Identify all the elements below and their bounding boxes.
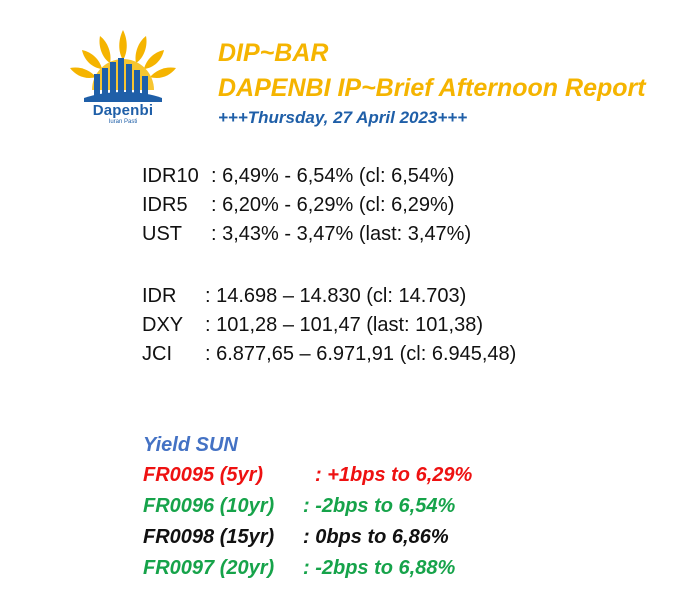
logo-wordmark: Dapenbi [92, 102, 154, 119]
rate-label: IDR5 [142, 194, 188, 216]
bond-label: FR0097 (20yr) [143, 557, 275, 579]
market-value: : 101,28 – 101,47 (last: 101,38) [205, 314, 483, 336]
dapenbi-logo: Dapenbi Iuran Pasti [62, 26, 184, 126]
bond-value: : 0bps to 6,86% [303, 526, 449, 548]
bond-value: : -2bps to 6,88% [303, 557, 456, 579]
market-label: JCI [142, 343, 172, 365]
bond-value: : +1bps to 6,29% [315, 464, 473, 486]
bond-row: FR0097 (20yr) : -2bps to 6,88% [143, 557, 455, 588]
bond-value: : -2bps to 6,54% [303, 495, 456, 517]
report-title: DIP~BAR [218, 39, 329, 67]
bond-label: FR0095 (5yr) [143, 464, 264, 486]
bond-row: FR0095 (5yr) : +1bps to 6,29% [143, 464, 472, 495]
logo-tagline: Iuran Pasti [108, 119, 138, 125]
market-label: IDR [142, 285, 177, 307]
bond-row: FR0098 (15yr) : 0bps to 6,86% [143, 526, 449, 557]
report-subtitle: DAPENBI IP~Brief Afternoon Report [218, 74, 646, 102]
rate-label: UST [142, 223, 182, 245]
report-date: +++Thursday, 27 April 2023+++ [218, 108, 468, 127]
yield-sun-title: Yield SUN [143, 434, 238, 456]
yield-sun-block: Yield SUN FR0095 (5yr) : +1bps to 6,29% … [143, 434, 472, 588]
rate-value: : 3,43% - 3,47% (last: 3,47%) [211, 223, 472, 245]
rate-value: : 6,49% - 6,54% (cl: 6,54%) [211, 165, 455, 187]
bond-label: FR0096 (10yr) [143, 495, 275, 517]
market-value: : 6.877,65 – 6.971,91 (cl: 6.945,48) [205, 343, 517, 365]
bond-label: FR0098 (15yr) [143, 526, 275, 548]
rate-label: IDR10 [142, 165, 199, 187]
bond-row: FR0096 (10yr) : -2bps to 6,54% [143, 495, 455, 526]
market-value: : 14.698 – 14.830 (cl: 14.703) [205, 285, 467, 307]
rate-value: : 6,20% - 6,29% (cl: 6,29%) [211, 194, 455, 216]
sun-skyline-logo-icon [70, 30, 176, 102]
market-label: DXY [142, 314, 184, 336]
